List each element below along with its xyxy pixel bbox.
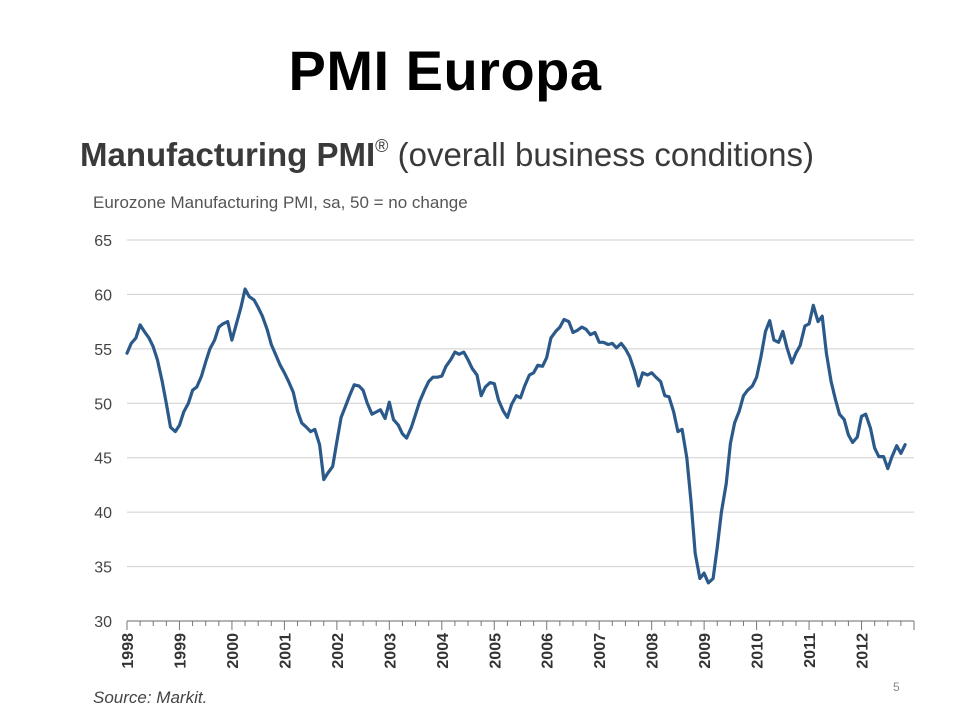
x-tick-label: 2007: [592, 633, 609, 669]
x-axis: 1998 1999 2000 2001 2002 2003 2004 2005 2006 2007…: [120, 621, 915, 669]
x-tick-label: 2010: [750, 633, 767, 669]
page-number: 5: [893, 680, 900, 694]
x-tick-label: 2000: [225, 633, 242, 669]
y-tick-label: 55: [94, 342, 112, 359]
y-tick-label: 35: [94, 560, 112, 577]
x-tick-label: 2012: [855, 633, 872, 669]
y-tick-label: 40: [94, 505, 112, 522]
y-tick-label: 45: [94, 451, 112, 468]
x-tick-marks: [126, 621, 915, 630]
y-tick-label: 65: [94, 233, 112, 250]
chart-subtitle: Eurozone Manufacturing PMI, sa, 50 = no …: [93, 193, 468, 212]
x-tick-label: 2006: [540, 633, 557, 669]
chart-title: Manufacturing PMI® (overall business con…: [80, 136, 814, 174]
registered-mark: ®: [375, 136, 389, 156]
x-tick-label: 2002: [330, 633, 347, 669]
chart-title-suffix: (overall business conditions): [388, 136, 814, 173]
x-tick-label: 2008: [645, 633, 662, 669]
y-tick-label: 60: [94, 287, 112, 304]
x-tick-label: 2001: [277, 633, 294, 669]
x-tick-label: 1998: [120, 633, 137, 669]
slide-title: PMI Europa: [288, 39, 602, 102]
grid: [127, 239, 914, 622]
series-line-pmi: [125, 287, 907, 585]
y-axis: 30 35 40 45 50 55 60 65: [94, 233, 112, 631]
x-tick-label: 2005: [487, 633, 504, 669]
y-tick-label: 50: [94, 396, 112, 413]
x-tick-label: 1999: [172, 633, 189, 669]
x-tick-label: 2009: [697, 633, 714, 669]
x-tick-label: 2011: [802, 633, 819, 668]
y-tick-label: 30: [94, 614, 112, 631]
series-group: [125, 287, 907, 585]
chart-source: Source: Markit.: [93, 688, 208, 707]
x-tick-label: 2003: [382, 633, 399, 669]
x-tick-label: 2004: [435, 633, 452, 669]
chart-title-main: Manufacturing PMI: [80, 136, 376, 173]
